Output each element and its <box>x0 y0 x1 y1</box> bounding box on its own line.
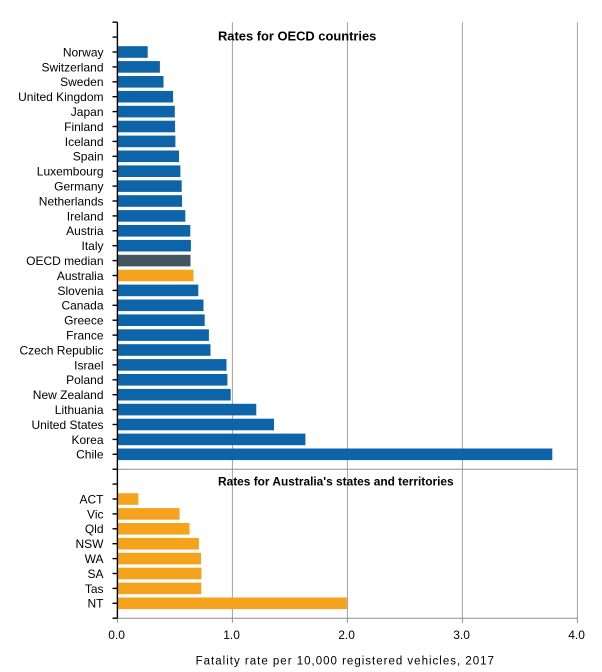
svg-text:New Zealand: New Zealand <box>33 388 104 402</box>
svg-text:NT: NT <box>88 597 105 611</box>
svg-text:Austria: Austria <box>66 224 104 238</box>
svg-text:Switzerland: Switzerland <box>41 60 103 74</box>
svg-text:Rates for Australia's states a: Rates for Australia's states and territo… <box>218 475 454 489</box>
svg-text:ACT: ACT <box>80 492 105 506</box>
svg-text:Spain: Spain <box>73 150 104 164</box>
svg-text:Tas: Tas <box>85 582 104 596</box>
svg-text:Italy: Italy <box>81 239 103 253</box>
svg-text:Luxembourg: Luxembourg <box>37 165 104 179</box>
svg-text:Poland: Poland <box>66 373 103 387</box>
svg-text:Germany: Germany <box>54 179 103 193</box>
svg-text:Australia: Australia <box>57 269 104 283</box>
svg-text:Czech Republic: Czech Republic <box>19 343 103 357</box>
svg-text:Finland: Finland <box>64 120 103 134</box>
svg-text:3.0: 3.0 <box>453 628 470 642</box>
svg-text:OECD median: OECD median <box>26 254 103 268</box>
svg-text:Iceland: Iceland <box>65 135 104 149</box>
svg-text:1.0: 1.0 <box>223 628 240 642</box>
svg-text:WA: WA <box>85 552 104 566</box>
svg-text:Lithuania: Lithuania <box>55 403 104 417</box>
svg-text:Netherlands: Netherlands <box>39 194 104 208</box>
svg-text:France: France <box>66 328 104 342</box>
svg-text:United Kingdom: United Kingdom <box>18 90 103 104</box>
svg-text:Canada: Canada <box>61 299 103 313</box>
svg-text:Slovenia: Slovenia <box>57 284 103 298</box>
svg-text:Sweden: Sweden <box>60 75 103 89</box>
svg-text:NSW: NSW <box>76 537 105 551</box>
svg-text:Chile: Chile <box>76 448 104 462</box>
svg-text:Qld: Qld <box>85 522 104 536</box>
svg-text:SA: SA <box>87 567 103 581</box>
svg-text:Norway: Norway <box>63 45 104 59</box>
svg-text:Japan: Japan <box>71 105 104 119</box>
svg-text:Israel: Israel <box>74 358 103 372</box>
svg-text:4.0: 4.0 <box>568 628 585 642</box>
svg-text:Ireland: Ireland <box>67 209 104 223</box>
svg-text:2.0: 2.0 <box>338 628 355 642</box>
svg-text:Rates for OECD countries: Rates for OECD countries <box>218 29 376 44</box>
svg-text:0.0: 0.0 <box>108 628 125 642</box>
svg-text:United States: United States <box>31 418 103 432</box>
svg-text:Korea: Korea <box>71 433 103 447</box>
svg-text:Greece: Greece <box>64 314 104 328</box>
svg-text:Fatality rate per 10,000 regis: Fatality rate per 10,000 registered vehi… <box>196 656 495 668</box>
svg-text:Vic: Vic <box>87 507 103 521</box>
